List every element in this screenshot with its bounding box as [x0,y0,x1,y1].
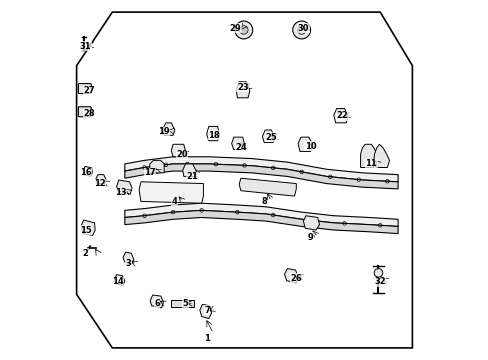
Circle shape [292,21,310,39]
Text: 24: 24 [235,143,246,152]
Text: 23: 23 [236,83,248,92]
Text: 11: 11 [365,159,376,168]
Polygon shape [116,180,132,194]
Circle shape [373,269,382,277]
Polygon shape [149,160,164,173]
Text: 16: 16 [80,168,91,177]
Text: 3: 3 [125,260,131,269]
Polygon shape [123,252,134,264]
Polygon shape [231,137,244,150]
Polygon shape [206,126,219,141]
Polygon shape [298,137,312,152]
Text: 6: 6 [154,299,160,308]
Polygon shape [96,175,106,184]
Polygon shape [124,157,397,182]
Text: 4: 4 [172,197,178,206]
Text: 13: 13 [115,188,127,197]
Circle shape [297,26,305,34]
Bar [171,300,194,307]
Polygon shape [373,144,389,167]
Polygon shape [200,304,211,319]
Circle shape [234,21,252,39]
Polygon shape [163,123,175,135]
Text: 5: 5 [182,299,188,308]
Text: 20: 20 [176,150,187,159]
Text: 8: 8 [261,197,266,206]
Polygon shape [284,269,298,283]
Text: 28: 28 [83,109,95,118]
Polygon shape [81,220,95,235]
Polygon shape [124,210,397,234]
Text: 2: 2 [82,249,88,258]
Text: 21: 21 [186,172,198,181]
Text: 25: 25 [265,132,277,141]
Polygon shape [333,109,347,123]
Text: 26: 26 [290,274,302,283]
Polygon shape [239,178,296,196]
Text: 22: 22 [336,111,348,120]
Text: 27: 27 [83,86,95,95]
Polygon shape [236,82,249,98]
Polygon shape [171,144,185,157]
Text: 9: 9 [307,233,313,242]
Text: 17: 17 [144,168,155,177]
Polygon shape [139,182,203,203]
Text: 30: 30 [297,24,308,33]
Text: 10: 10 [304,141,316,150]
FancyBboxPatch shape [78,84,91,94]
Polygon shape [360,144,377,167]
Text: 29: 29 [229,24,241,33]
Text: 1: 1 [203,334,209,343]
Polygon shape [124,203,397,226]
Text: 15: 15 [80,225,91,234]
Text: 18: 18 [208,131,220,140]
Circle shape [239,26,247,34]
Text: 31: 31 [80,41,91,50]
Polygon shape [114,275,124,285]
Polygon shape [83,166,92,176]
FancyBboxPatch shape [78,107,91,117]
Text: 32: 32 [374,277,385,286]
Text: 19: 19 [158,127,170,136]
Polygon shape [303,216,319,230]
Polygon shape [124,164,397,189]
Text: 12: 12 [94,179,105,188]
Polygon shape [183,164,196,176]
Polygon shape [150,295,163,308]
Text: 14: 14 [112,277,123,286]
Polygon shape [262,130,274,143]
Text: 7: 7 [203,306,209,315]
